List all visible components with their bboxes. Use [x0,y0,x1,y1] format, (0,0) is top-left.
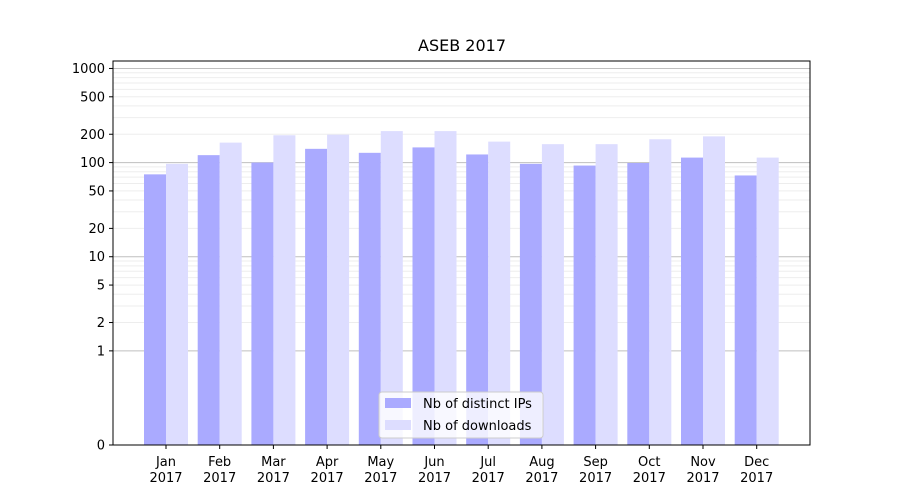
x-tick-label-month: Apr [316,455,339,470]
bar-downloads [380,131,403,445]
legend-label-distinct-ips: Nb of distinct IPs [423,397,532,412]
y-tick-label: 2 [97,316,105,331]
y-tick-label: 1000 [72,62,105,77]
bar-downloads [434,131,457,445]
bar-distinct-ips [573,165,596,445]
chart-title: ASEB 2017 [418,36,506,55]
x-tick-label-month: Aug [529,455,554,470]
bar-downloads [595,144,618,445]
bar-distinct-ips [466,154,489,446]
bar-distinct-ips [627,163,650,445]
bar-downloads [273,135,296,445]
bar-downloads [756,157,779,446]
x-axis: Jan2017Feb2017Mar2017Apr2017May2017Jun20… [149,445,773,486]
bar-downloads [649,139,672,445]
x-tick-label-month: Jan [155,455,176,470]
bar-distinct-ips [734,175,757,445]
x-tick-label-year: 2017 [257,471,290,486]
bar-downloads [488,141,511,445]
y-tick-label: 100 [80,156,105,171]
y-tick-label: 200 [80,128,105,143]
x-tick-label-year: 2017 [149,471,182,486]
bar-downloads [703,136,725,445]
bar-distinct-ips [358,152,381,445]
y-tick-label: 5 [97,279,105,294]
legend-swatch-downloads [385,420,411,430]
bar-downloads [327,134,350,446]
bars [144,131,779,446]
x-tick-label-year: 2017 [364,471,397,486]
x-tick-label-year: 2017 [740,471,773,486]
bar-distinct-ips [519,163,542,446]
bar-distinct-ips [197,155,220,445]
x-tick-label-year: 2017 [525,471,558,486]
x-tick-label-month: Oct [638,455,660,470]
x-tick-label-year: 2017 [203,471,236,486]
x-tick-label-month: Feb [208,455,231,470]
y-tick-label: 500 [80,90,105,105]
x-tick-label-month: Sep [583,455,608,470]
x-tick-label-month: Nov [690,455,716,470]
y-tick-label: 10 [88,250,105,265]
bar-distinct-ips [251,162,274,445]
bar-distinct-ips [144,174,166,445]
y-tick-label: 50 [88,184,105,199]
x-tick-label-year: 2017 [472,471,505,486]
legend-swatch-distinct-ips [385,398,411,408]
bar-downloads [541,144,564,445]
bar-distinct-ips [412,147,435,445]
y-tick-label: 20 [88,222,105,237]
x-tick-label-month: Jun [423,455,444,470]
x-tick-label-month: Mar [261,455,286,470]
legend-label-downloads: Nb of downloads [423,419,532,434]
x-tick-label-month: May [367,455,394,470]
x-tick-label-month: Dec [744,455,769,470]
x-tick-label-year: 2017 [311,471,344,486]
x-tick-label-year: 2017 [686,471,719,486]
bar-distinct-ips [681,157,703,446]
x-tick-label-year: 2017 [579,471,612,486]
legend-box [378,391,544,439]
legend: Nb of distinct IPs Nb of downloads [378,391,544,439]
plot-frame [112,60,811,446]
x-tick-label-year: 2017 [633,471,666,486]
bar-distinct-ips [305,148,328,445]
x-tick-label-year: 2017 [418,471,451,486]
bar-downloads [166,163,188,446]
x-tick-label-month: Jul [479,455,496,470]
bar-downloads [219,142,242,445]
y-tick-label: 0 [97,439,105,454]
y-axis: 0 1 2 5 10 20 50 100 200 500 1000 [72,62,113,454]
y-tick-label: 1 [97,344,105,359]
